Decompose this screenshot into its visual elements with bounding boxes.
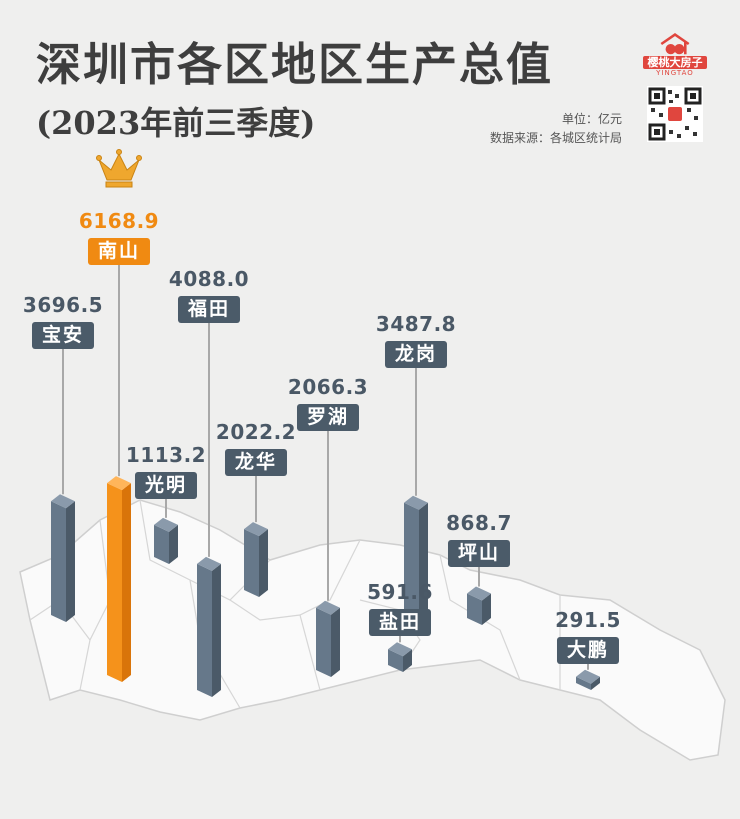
data-label: 2066.3: [287, 375, 369, 399]
bar-front-宝安: [51, 501, 66, 622]
bar-front-龙华: [244, 529, 259, 597]
data-label: 3487.8: [375, 312, 457, 336]
data-label: 291.5: [555, 608, 621, 632]
bar-front-盐田: [388, 649, 403, 672]
category-label: 宝安: [31, 322, 95, 349]
house-cherry-icon: [660, 33, 690, 55]
page-subtitle: (2023年前三季度): [36, 104, 316, 142]
bar-top-龙华: [244, 522, 268, 537]
qr-code: [647, 86, 703, 142]
logo-sub: YINGTAO: [656, 69, 694, 77]
data-label: 3696.5: [22, 293, 104, 317]
bar-top-龙岗: [404, 495, 428, 510]
bar-front-龙岗: [404, 502, 419, 617]
bar-top-南山: [107, 476, 131, 491]
crown-icon: [96, 149, 142, 188]
category-label: 大鹏: [556, 637, 620, 664]
bar-top-光明: [154, 517, 178, 532]
category-label: 坪山: [447, 540, 511, 567]
bar-side-福田: [212, 563, 221, 697]
category-label: 龙岗: [384, 341, 448, 368]
bar-front-福田: [197, 563, 212, 697]
bar-front-罗湖: [316, 607, 331, 677]
brand-logo: 樱桃大房子 YINGTAO: [643, 32, 707, 77]
category-label: 盐田: [368, 609, 432, 636]
category-label: 福田: [177, 296, 241, 323]
bar-side-坪山: [482, 593, 491, 625]
data-label: 1113.2: [125, 443, 207, 467]
bar-top-坪山: [467, 586, 491, 601]
bar-top-宝安: [51, 494, 75, 509]
source-note: 数据来源：各城区统计局: [489, 131, 622, 145]
data-label: 4088.0: [168, 267, 250, 291]
data-label: 591.6: [367, 580, 433, 604]
bar-side-大鹏: [591, 676, 600, 690]
bar-side-龙岗: [419, 502, 428, 617]
bar-top-罗湖: [316, 600, 340, 615]
bar-side-罗湖: [331, 607, 340, 677]
unit-note: 单位：亿元: [561, 112, 622, 126]
bar-side-光明: [169, 524, 178, 564]
category-label: 南山: [87, 238, 151, 265]
category-label: 龙华: [224, 449, 288, 476]
page-title: 深圳市各区地区生产总值: [36, 38, 554, 91]
bar-top-大鹏: [576, 669, 600, 684]
bar-front-坪山: [467, 593, 482, 625]
bar-front-南山: [107, 483, 122, 682]
bar-side-宝安: [66, 501, 75, 622]
bar-front-大鹏: [576, 676, 591, 690]
category-label: 罗湖: [296, 404, 360, 431]
logo-name: 樱桃大房子: [643, 56, 707, 69]
bar-top-盐田: [388, 642, 412, 657]
data-label: 2022.2: [215, 420, 297, 444]
bar-top-福田: [197, 556, 221, 571]
data-label: 868.7: [446, 511, 512, 535]
category-label: 光明: [134, 472, 198, 499]
bar-side-盐田: [403, 649, 412, 672]
bar-side-龙华: [259, 529, 268, 597]
bar-side-南山: [122, 483, 131, 682]
data-label: 6168.9: [78, 209, 160, 233]
bar-front-光明: [154, 524, 169, 564]
